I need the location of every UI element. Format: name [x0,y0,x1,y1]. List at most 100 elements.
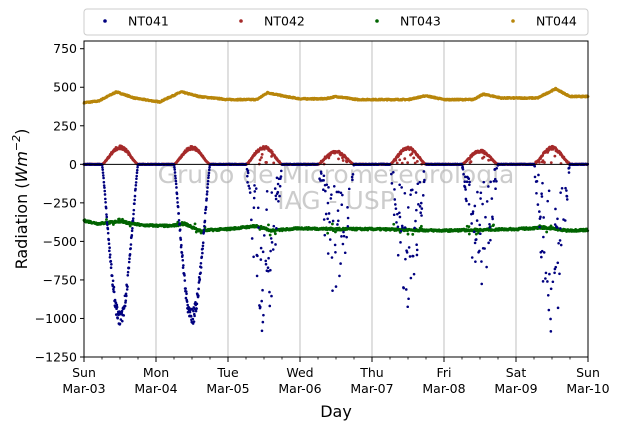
point-nt042 [270,150,274,154]
point-nt041 [411,188,414,192]
point-nt041 [252,255,255,259]
point-nt041 [339,191,343,195]
point-nt041 [181,266,185,269]
point-nt041 [261,288,264,292]
point-nt041 [112,287,115,291]
point-nt041 [266,266,270,270]
point-nt041 [183,279,187,282]
point-nt041 [208,166,211,169]
point-nt042 [415,159,419,163]
point-nt042 [403,157,407,161]
point-nt041 [398,215,402,219]
point-nt043 [392,222,396,226]
point-nt041 [330,193,333,196]
point-nt042 [538,160,541,164]
point-nt041 [105,221,109,224]
point-nt041 [133,198,136,202]
point-nt041 [131,219,135,223]
point-nt041 [178,222,181,225]
point-nt041 [336,209,340,212]
point-nt041 [264,262,268,266]
point-nt041 [415,248,419,252]
point-nt041 [202,230,206,234]
point-nt041 [276,190,280,194]
point-nt041 [185,300,189,303]
point-nt041 [327,186,330,189]
point-nt041 [252,206,256,210]
point-nt041 [279,177,282,180]
point-nt041 [201,241,205,244]
point-nt042 [487,158,491,162]
point-nt041 [107,242,111,246]
point-nt041 [394,203,397,206]
point-nt041 [206,182,210,186]
point-nt041 [277,199,280,203]
point-nt041 [199,271,202,275]
point-nt042 [410,152,414,156]
point-nt041 [339,262,342,265]
point-nt041 [406,305,410,309]
point-nt041 [276,182,280,186]
point-nt041 [407,297,410,301]
point-nt041 [106,223,109,227]
point-nt041 [262,313,265,317]
point-nt041 [101,166,104,169]
point-nt041 [206,186,209,189]
point-nt041 [112,285,116,289]
point-nt041 [203,211,207,215]
point-nt041 [423,178,426,182]
point-nt041 [260,299,264,303]
point-nt041 [128,257,131,261]
point-nt041 [112,290,116,294]
point-nt041 [330,256,334,259]
point-nt041 [342,230,345,234]
point-nt041 [126,274,130,277]
point-nt041 [175,186,178,189]
point-nt041 [250,237,254,240]
point-nt041 [396,253,400,257]
point-nt041 [418,180,422,184]
point-nt042 [399,152,403,155]
point-nt041 [253,190,257,193]
point-nt041 [102,176,105,180]
point-nt041 [415,253,419,257]
point-nt041 [205,197,208,200]
point-nt041 [337,219,340,223]
point-nt041 [326,217,329,221]
point-nt041 [248,187,251,190]
point-nt041 [105,213,108,216]
point-nt041 [334,251,337,254]
point-nt043 [128,224,132,228]
point-nt041 [174,177,177,180]
point-nt041 [256,254,259,258]
point-nt042 [469,160,473,164]
point-nt041 [392,213,396,217]
point-nt041 [103,193,107,196]
point-nt041 [331,289,334,292]
point-nt041 [198,278,202,281]
point-nt041 [115,303,119,307]
point-nt041 [174,174,177,178]
point-nt041 [173,168,177,171]
point-nt041 [265,208,268,211]
point-nt042 [482,155,486,159]
point-nt041 [320,172,323,175]
point-nt041 [193,314,196,318]
point-nt041 [177,212,181,215]
point-nt041 [416,182,420,186]
point-nt041 [324,189,327,193]
point-nt041 [279,175,283,178]
point-nt041 [334,285,338,288]
point-nt041 [332,185,336,188]
point-nt041 [207,168,211,172]
point-nt041 [408,255,412,258]
point-nt041 [197,294,200,298]
point-nt041 [415,243,418,246]
point-nt041 [207,174,210,177]
point-nt041 [123,304,127,308]
point-nt041 [206,179,210,183]
point-nt041 [404,288,408,291]
point-nt041 [246,169,250,173]
point-nt041 [268,304,272,308]
point-nt041 [403,226,407,229]
